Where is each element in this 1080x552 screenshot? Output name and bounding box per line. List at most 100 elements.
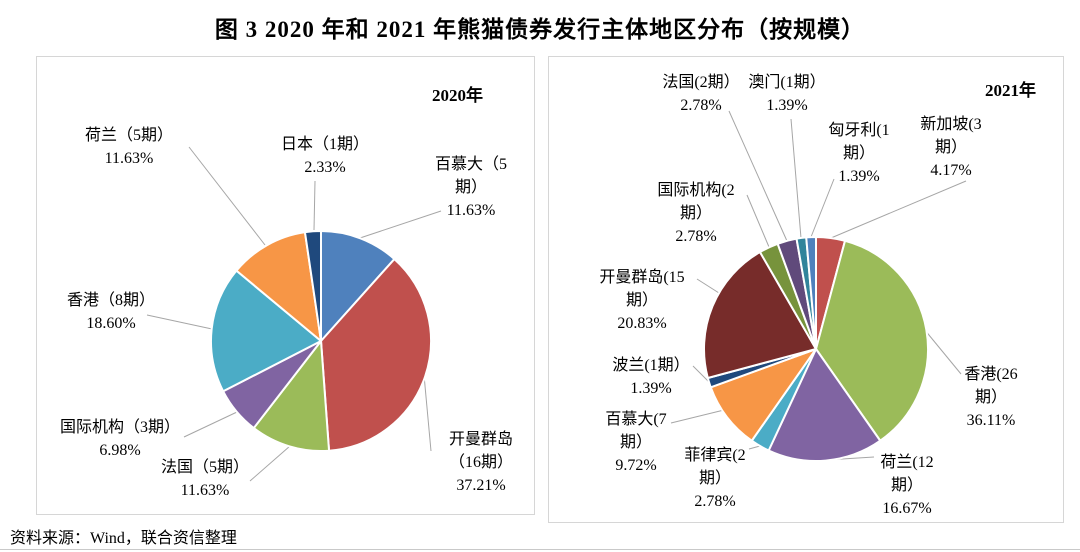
slice-label-line: 1.39% <box>766 97 808 114</box>
slice-label-line: 1.39% <box>838 168 880 185</box>
leader-line <box>830 180 967 239</box>
slice-label-line: 11.63% <box>446 202 496 219</box>
slice-label: 百慕大（5 期） 11.63% <box>435 153 507 222</box>
slice-label-line: 37.21% <box>456 477 506 494</box>
slice-label-line: 期） <box>890 477 923 494</box>
slice-label: 法国（5期） 11.63% <box>161 456 249 502</box>
leader-line <box>313 180 316 231</box>
slice-label-line: 16.67% <box>882 500 932 517</box>
pie-slice <box>320 258 432 452</box>
leader-line <box>923 328 962 375</box>
slice-label-line: 百慕大（5 <box>434 156 508 173</box>
slice-label-line: 匈牙利(1 <box>828 122 890 139</box>
pie-slice <box>815 239 929 442</box>
year-label-2021: 2021年 <box>985 81 1036 100</box>
slice-label-line: 国际机构(2 <box>657 182 735 199</box>
slice-label-line: 期） <box>619 434 652 451</box>
slice-label-line: 香港（8期） <box>66 292 156 309</box>
slice-label-line: 11.63% <box>180 482 230 499</box>
slice-label-line: 国际机构（3期） <box>59 419 181 436</box>
slice-label-line: 百慕大(7 <box>605 411 667 428</box>
slice-label-line: 期） <box>974 389 1007 406</box>
slice-label-line: 新加坡(3 <box>920 116 982 133</box>
slice-label-line: 开曼群岛(15 <box>599 269 685 286</box>
pie-chart-2021 <box>670 110 967 462</box>
leader-line <box>746 194 770 248</box>
slice-label-line: 日本（1期） <box>280 136 370 153</box>
slice-label-line: 2.78% <box>680 97 722 114</box>
slice-label-line: 开曼群岛 <box>448 431 514 448</box>
leader-line <box>748 445 761 450</box>
slice-label-line: 期） <box>679 205 712 222</box>
source-note: 资料来源：Wind，联合资信整理 <box>10 530 237 547</box>
slice-label: 菲律宾(2 期） 2.78% <box>684 444 745 513</box>
chart-panel-2021: 2021年 新加坡(3 期） 4.17% 香港(26 期） 36.11% 荷兰(12 期） 16… <box>548 56 1064 523</box>
bottom-divider <box>0 549 1080 550</box>
slice-label-line: 期） <box>842 145 875 162</box>
leader-line <box>670 409 725 424</box>
slice-label-line: 2.78% <box>675 228 717 245</box>
slice-label: 法国(2期） 2.78% <box>662 71 739 117</box>
year-label-2020: 2020年 <box>432 86 483 105</box>
slice-label: 荷兰(12 期） 16.67% <box>880 451 933 520</box>
slice-label: 国际机构（3期） 6.98% <box>60 416 180 462</box>
slice-label-line: 11.63% <box>104 150 154 167</box>
slice-label-line: 期） <box>698 470 731 487</box>
slice-label: 开曼群岛(15 期） 20.83% <box>599 266 684 335</box>
slice-label-line: 1.39% <box>630 380 672 397</box>
slice-label-line: 澳门(1期） <box>748 74 826 91</box>
slice-label-line: 18.60% <box>86 315 136 332</box>
pie-slice <box>805 236 817 350</box>
slice-label: 新加坡(3 期） 4.17% <box>920 113 981 182</box>
slice-label-line: 荷兰（5期） <box>84 127 174 144</box>
pie-slice <box>210 269 322 393</box>
slice-label-line: 20.83% <box>617 315 667 332</box>
pie-slice <box>252 340 331 453</box>
slice-label: 匈牙利(1 期） 1.39% <box>828 119 889 188</box>
figure-title: 图 3 2020 年和 2021 年熊猫债券发行主体地区分布（按规模） <box>214 17 866 42</box>
slice-label-line: 期） <box>934 139 967 156</box>
leader-line <box>249 445 291 482</box>
slice-label-line: 香港(26 <box>964 366 1018 383</box>
slice-label-line: 6.98% <box>99 442 141 459</box>
slice-label-line: 36.11% <box>966 412 1016 429</box>
leader-line <box>146 314 213 330</box>
pie-slice <box>235 231 322 342</box>
pie-slice <box>320 230 396 342</box>
pie-slice <box>303 230 322 342</box>
slice-label-line: 9.72% <box>615 457 657 474</box>
slice-label-line: 2.78% <box>694 493 736 510</box>
leader-line <box>790 118 802 239</box>
slice-label-line: （16期） <box>448 454 514 471</box>
slice-label: 百慕大(7 期） 9.72% <box>605 408 666 477</box>
leader-line <box>692 365 710 383</box>
leader-line <box>696 278 720 294</box>
slice-label-line: 波兰(1期） <box>612 357 690 374</box>
leader-line <box>810 178 835 238</box>
slice-label-line: 期） <box>454 179 488 196</box>
pie-slice <box>767 348 882 462</box>
slice-label-line: 法国（5期） <box>160 459 250 476</box>
slice-label: 波兰(1期） 1.39% <box>612 354 689 400</box>
slice-label: 开曼群岛 （16期） 37.21% <box>449 428 513 497</box>
slice-label: 日本（1期） 2.33% <box>281 133 369 179</box>
leader-line <box>359 210 442 239</box>
leader-line <box>183 411 238 438</box>
leader-line <box>423 374 432 452</box>
leader-line <box>728 110 788 242</box>
chart-panel-2020: 2020年 百慕大（5 期） 11.63% 开曼群岛 （16期） 37.21% 法国（5期）… <box>36 56 535 515</box>
slice-label-line: 菲律宾(2 <box>684 447 746 464</box>
slice-label: 国际机构(2 期） 2.78% <box>657 179 734 248</box>
slice-label-line: 2.33% <box>304 159 346 176</box>
slice-label-line: 法国(2期） <box>662 74 740 91</box>
slice-label: 荷兰（5期） 11.63% <box>85 124 173 170</box>
slice-label-line: 期） <box>625 292 658 309</box>
pie-slice <box>703 251 817 379</box>
pie-chart-2020 <box>146 146 442 482</box>
slice-label: 香港（8期） 18.60% <box>67 289 155 335</box>
slice-label: 澳门(1期） 1.39% <box>748 71 825 117</box>
slice-label-line: 4.17% <box>930 162 972 179</box>
leader-line <box>188 146 266 246</box>
slice-label: 香港(26 期） 36.11% <box>964 363 1017 432</box>
